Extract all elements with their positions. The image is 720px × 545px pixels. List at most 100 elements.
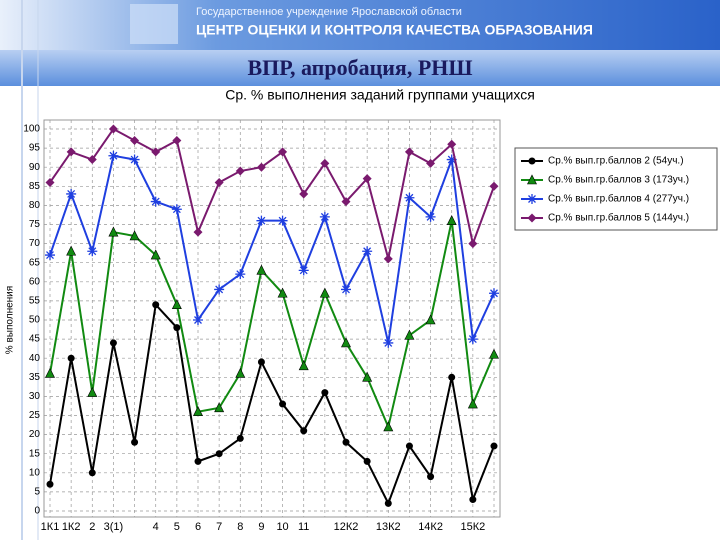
point: [173, 324, 181, 332]
point: [194, 457, 202, 465]
y-tick-label: 85: [29, 181, 41, 192]
point: [341, 337, 351, 348]
point: [109, 339, 117, 347]
point: [87, 155, 97, 165]
point: [362, 174, 372, 184]
x-tick-label: 9: [258, 521, 264, 533]
point: [215, 450, 223, 458]
x-tick-label: 12К2: [334, 521, 359, 533]
point: [108, 124, 118, 134]
point: [129, 154, 140, 165]
point: [277, 287, 288, 298]
point: [489, 288, 499, 299]
point: [362, 246, 373, 257]
y-tick-label: 80: [29, 200, 41, 211]
point: [46, 480, 54, 488]
point: [193, 406, 203, 416]
point: [404, 329, 415, 340]
point: [129, 230, 140, 241]
point: [383, 254, 393, 264]
x-tick-label: 6: [195, 521, 201, 533]
point: [404, 147, 414, 157]
point: [467, 334, 478, 345]
y-tick-label: 15: [29, 448, 41, 459]
y-tick-label: 35: [29, 372, 41, 383]
point: [320, 158, 330, 168]
title-band: [0, 50, 720, 86]
series-line: [49, 154, 495, 344]
legend-label: Ср.% вып.гр.баллов 2 (54уч.): [548, 155, 684, 167]
y-tick-label: 60: [29, 276, 41, 287]
y-tick-label: 50: [29, 315, 41, 326]
point: [468, 239, 478, 249]
y-tick-label: 90: [29, 162, 41, 173]
point: [427, 473, 435, 481]
point: [45, 367, 55, 378]
x-tick-label: 5: [174, 521, 180, 533]
point: [235, 367, 246, 378]
point: [341, 197, 351, 207]
series-line: [49, 127, 495, 260]
point: [236, 434, 244, 442]
y-tick-label: 100: [23, 124, 40, 135]
x-tick-label: 10: [276, 521, 288, 533]
point: [363, 457, 371, 465]
point: [490, 442, 498, 450]
y-tick-label: 5: [34, 487, 40, 498]
x-tick-label: 2: [89, 521, 95, 533]
point: [256, 215, 267, 226]
point: [527, 213, 537, 223]
point: [214, 402, 225, 413]
point: [66, 188, 77, 199]
y-tick-label: 10: [29, 467, 41, 478]
y-tick-label: 75: [29, 219, 41, 230]
legend-label: Ср.% вып.гр.баллов 4 (277уч.): [548, 193, 689, 205]
point: [277, 215, 288, 226]
point: [383, 421, 394, 432]
point: [299, 189, 309, 199]
point: [404, 192, 415, 203]
y-tick-label: 40: [29, 353, 41, 364]
point: [257, 358, 265, 366]
y-tick-label: 20: [29, 429, 41, 440]
y-tick-label: 65: [29, 257, 41, 268]
point: [152, 301, 160, 309]
x-tick-label: 3(1): [104, 521, 124, 533]
point: [446, 154, 457, 165]
point: [171, 299, 182, 310]
x-tick-label: 11: [298, 521, 309, 533]
point: [298, 360, 309, 371]
point: [469, 496, 477, 504]
point: [447, 139, 457, 149]
point: [446, 215, 457, 225]
point: [45, 250, 55, 261]
y-tick-label: 95: [29, 143, 41, 154]
point: [66, 147, 76, 157]
point: [131, 438, 139, 446]
point: [278, 147, 288, 157]
point: [319, 211, 330, 222]
point: [172, 135, 182, 145]
point: [88, 469, 96, 477]
point: [300, 427, 308, 435]
x-tick-label: 13К2: [376, 521, 401, 533]
point: [298, 265, 309, 276]
y-tick-label: 55: [29, 296, 41, 307]
point: [321, 389, 329, 397]
point: [405, 442, 413, 450]
series-line: [49, 302, 495, 506]
point: [214, 177, 224, 187]
y-tick-label: 25: [29, 410, 41, 421]
series-line: [49, 220, 495, 431]
x-tick-label: 14К2: [418, 521, 443, 533]
legend-label: Ср.% вып.гр.баллов 5 (144уч.): [548, 212, 689, 224]
point: [66, 245, 77, 256]
chart-title: Ср. % выполнения заданий группами учащих…: [225, 87, 535, 103]
point: [425, 314, 436, 325]
y-tick-label: 70: [29, 238, 41, 249]
point: [384, 499, 392, 507]
point: [489, 181, 499, 191]
point: [150, 249, 161, 260]
point: [130, 135, 140, 145]
